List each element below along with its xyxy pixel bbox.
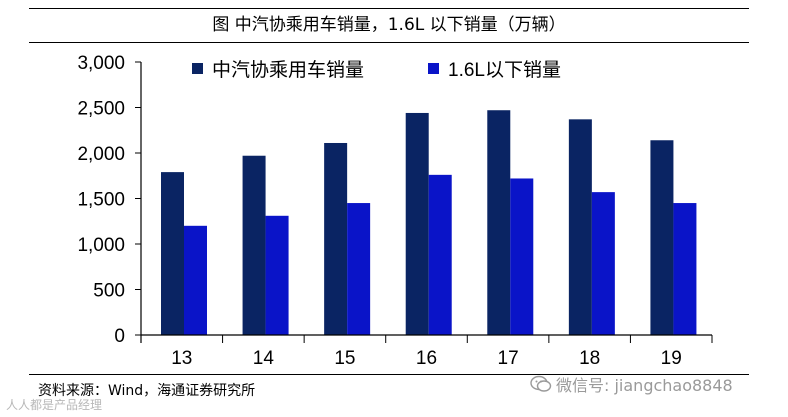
legend-label-1: 中汽协乘用车销量 xyxy=(212,59,364,81)
site-watermark: 人人都是产品经理 xyxy=(6,398,103,412)
y-tick-label: 2,000 xyxy=(77,144,125,165)
bar-total-16 xyxy=(405,112,429,336)
y-axis-ticks: 0 500 1,000 1,500 2,000 2,500 3,000 xyxy=(77,53,141,347)
x-tick-label: 18 xyxy=(579,348,600,369)
bar-total-15 xyxy=(324,142,348,335)
x-tick-label: 15 xyxy=(334,348,355,369)
legend-swatch-1 xyxy=(192,63,203,74)
bar-sub16l-13 xyxy=(184,225,207,335)
y-tick-label: 500 xyxy=(93,281,125,302)
legend-label-2: 1.6L以下销量 xyxy=(448,59,561,81)
x-tick-label: 13 xyxy=(171,348,192,369)
legend-swatch-2 xyxy=(428,63,439,74)
title-rule xyxy=(29,42,749,43)
bar-sub16l-18 xyxy=(591,192,615,335)
bar-sub16l-15 xyxy=(347,203,371,335)
x-tick-label: 14 xyxy=(253,348,275,369)
wechat-watermark: 微信号: jiangchao8848 xyxy=(530,372,733,396)
bar-total-18 xyxy=(568,119,592,335)
watermark-text: 微信号: jiangchao8848 xyxy=(556,376,733,395)
y-tick-label: 0 xyxy=(114,326,125,347)
source-note: 资料来源：Wind，海通证券研究所 xyxy=(38,383,256,399)
chart-title: 图 中汽协乘用车销量，1.6L 以下销量（万辆） xyxy=(212,15,566,35)
bottom-rule xyxy=(29,374,749,375)
axes xyxy=(140,62,712,343)
y-tick-label: 1,000 xyxy=(77,235,125,256)
wechat-icon xyxy=(530,375,552,392)
bar-sub16l-19 xyxy=(673,203,697,335)
y-tick-label: 3,000 xyxy=(77,53,125,74)
legend: 中汽协乘用车销量 1.6L以下销量 xyxy=(192,59,561,81)
bar-sub16l-17 xyxy=(510,178,534,335)
bar-sub16l-14 xyxy=(265,215,289,335)
bar-total-19 xyxy=(650,140,674,335)
y-tick-label: 1,500 xyxy=(77,190,125,211)
x-tick-label: 19 xyxy=(661,348,682,369)
bar-total-14 xyxy=(242,155,266,335)
y-tick-label: 2,500 xyxy=(77,99,125,120)
bar-sub16l-16 xyxy=(428,174,452,335)
bar-total-13 xyxy=(161,172,184,335)
top-rule xyxy=(29,8,749,9)
bars xyxy=(161,110,697,336)
bar-total-17 xyxy=(487,110,511,335)
x-tick-label: 16 xyxy=(416,348,437,369)
x-axis-ticks: 13 14 15 16 17 18 19 xyxy=(140,335,713,369)
x-tick-label: 17 xyxy=(498,348,519,369)
